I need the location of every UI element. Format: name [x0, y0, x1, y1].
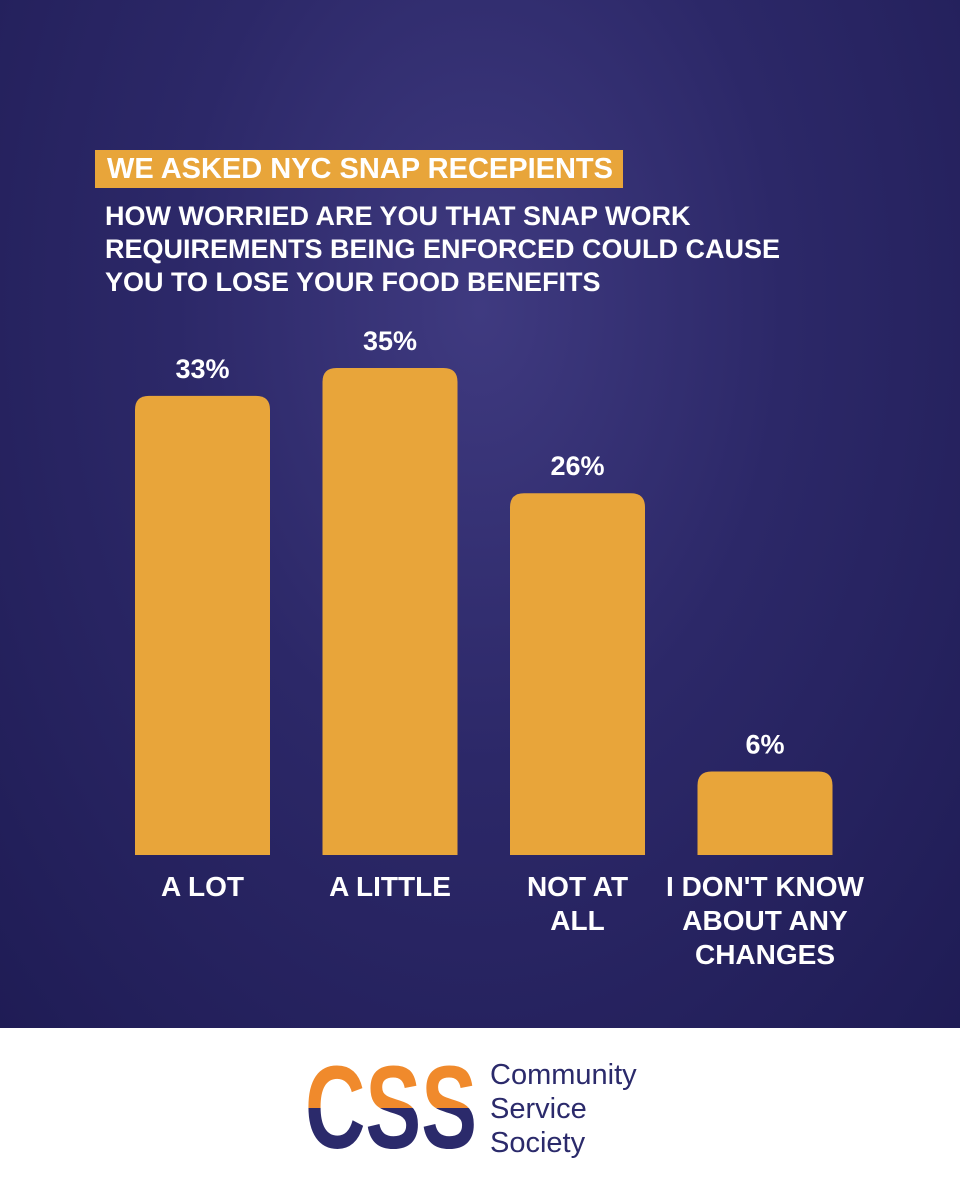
category-label: I DON'T KNOW ABOUT ANY CHANGES: [666, 871, 864, 970]
value-label: 33%: [175, 354, 229, 384]
value-label: 35%: [363, 326, 417, 356]
value-label: 6%: [745, 730, 784, 760]
bar: [510, 493, 645, 855]
value-label: 26%: [550, 451, 604, 481]
chart-title: WE ASKED NYC SNAP RECEPIENTS: [95, 150, 623, 188]
logo-mark: CSS: [305, 1042, 477, 1174]
category-label: A LITTLE: [329, 871, 451, 902]
chart-subtitle: HOW WORRIED ARE YOU THAT SNAP WORK REQUI…: [105, 201, 781, 297]
category-label: NOT AT ALL: [526, 871, 629, 936]
bar: [322, 368, 458, 855]
logo-name: Community Service Society: [490, 1059, 637, 1159]
bar: [697, 771, 833, 855]
bar: [135, 395, 270, 855]
category-label: A LOT: [161, 871, 244, 902]
